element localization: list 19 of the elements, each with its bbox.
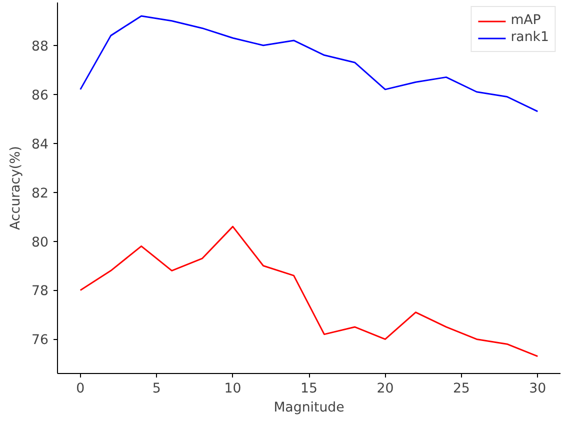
y-tick-label: 84 [32, 137, 49, 152]
x-tick-label: 5 [152, 382, 161, 396]
x-tick-label: 0 [76, 382, 85, 396]
x-tick-label: 25 [452, 382, 470, 396]
y-tick-label: 78 [32, 284, 49, 300]
x-tick-label: 10 [224, 382, 242, 396]
y-tick-label: 82 [32, 186, 49, 202]
y-tick-label: 86 [32, 88, 49, 104]
x-tick-label: 15 [300, 382, 318, 396]
legend-label: mAP [510, 13, 541, 28]
x-tick-label: 30 [529, 382, 546, 396]
x-tick-label: 20 [376, 382, 394, 396]
y-tick-label: 76 [32, 333, 49, 348]
legend-label: rank1 [510, 30, 549, 45]
y-axis-title: Accuracy(%) [8, 146, 24, 230]
x-axis-title: Magnitude [274, 400, 344, 416]
y-tick-label: 88 [32, 39, 49, 54]
y-tick-label: 80 [32, 235, 49, 250]
line-series [80, 226, 538, 358]
